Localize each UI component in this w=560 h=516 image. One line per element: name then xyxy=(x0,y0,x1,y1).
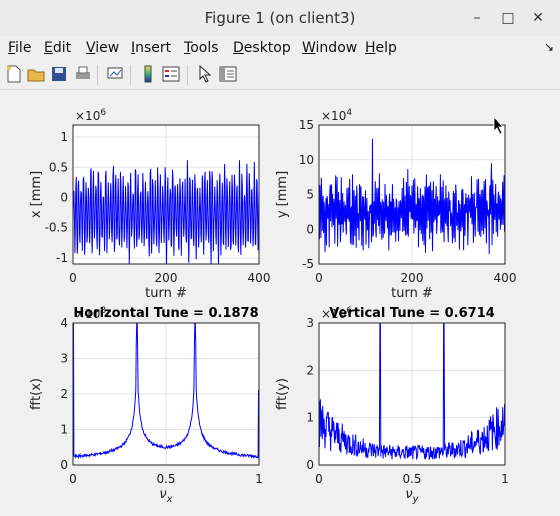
plot-3-ylabel: fft(y) xyxy=(275,378,290,410)
y-tick-label: 1 xyxy=(60,130,68,144)
menu-bar: File Edit View Insert Tools Desktop Wind… xyxy=(0,36,560,60)
property-editor-icon[interactable] xyxy=(219,65,237,83)
y-tick-label: 1 xyxy=(306,411,314,425)
menu-insert[interactable]: Insert xyxy=(131,40,172,56)
plot-3-title: Vertical Tune = 0.6714 xyxy=(329,306,495,321)
x-tick-label: 200 xyxy=(401,271,424,285)
y-tick-label: 3 xyxy=(60,352,68,366)
y-tick-label: 3 xyxy=(306,316,314,330)
minimize-button[interactable]: – xyxy=(473,10,481,26)
x-tick-label: 400 xyxy=(494,271,517,285)
toolbar xyxy=(0,61,560,90)
plot-3-series-line xyxy=(318,322,506,461)
plot-3-frame xyxy=(318,322,506,466)
maximize-button[interactable]: □ xyxy=(501,10,515,26)
menu-file[interactable]: File xyxy=(8,40,32,56)
title-bar: Figure 1 (on client3) – □ ✕ xyxy=(0,0,560,37)
plot-1-series-line xyxy=(318,138,506,255)
plot-2-exponent: ×108 xyxy=(75,306,106,321)
close-button[interactable]: ✕ xyxy=(532,10,544,26)
plot-1-exponent: ×104 xyxy=(321,108,352,123)
legend-icon[interactable] xyxy=(162,65,180,83)
mouse-cursor xyxy=(493,115,504,135)
x-tick-label: 0.5 xyxy=(156,472,175,486)
y-tick-label: -0.5 xyxy=(45,221,68,235)
menu-edit[interactable]: Edit xyxy=(44,40,72,56)
y-tick-label: 0.5 xyxy=(49,160,68,174)
plot-1-frame xyxy=(318,124,506,265)
x-tick-label: 1 xyxy=(501,472,509,486)
plot-3-exponent: ×106 xyxy=(321,306,352,321)
plot-0-exponent: ×106 xyxy=(75,108,106,123)
pointer-icon[interactable] xyxy=(196,65,214,83)
x-tick-label: 0.5 xyxy=(402,472,421,486)
y-tick-label: 0 xyxy=(60,458,68,472)
y-tick-label: 0 xyxy=(306,222,314,236)
plot-1-ylabel: y [mm] xyxy=(275,171,290,218)
menu-tools[interactable]: Tools xyxy=(184,40,219,56)
figure-canvas: 0 200 400 1 0.5 0 -0.5 -1 ×106 turn # x [mm] 0 200 40… xyxy=(0,90,560,512)
y-tick-label: -5 xyxy=(302,257,314,271)
y-tick-label: 10 xyxy=(299,153,314,167)
x-tick-label: 0 xyxy=(69,472,77,486)
x-tick-label: 1 xyxy=(255,472,263,486)
y-tick-label: 0 xyxy=(306,458,314,472)
x-tick-label: 0 xyxy=(315,271,323,285)
plot-0-frame xyxy=(72,124,260,265)
plot-0-ylabel: x [mm] xyxy=(29,171,44,218)
y-tick-label: 0 xyxy=(60,191,68,205)
x-tick-label: 0 xyxy=(69,271,77,285)
x-tick-label: 400 xyxy=(248,271,271,285)
colorbar-icon[interactable] xyxy=(139,65,157,83)
plot-2-series-line xyxy=(73,322,259,460)
window-title: Figure 1 (on client3) xyxy=(204,9,356,27)
plot-2-frame xyxy=(72,322,260,466)
plot-2-ylabel: fft(x) xyxy=(29,378,44,410)
menu-desktop[interactable]: Desktop xyxy=(233,40,291,56)
link-plot-icon[interactable] xyxy=(106,65,124,83)
y-tick-label: 5 xyxy=(306,188,314,202)
plot-2-xlabel: νx xyxy=(159,487,172,505)
plot-2-title: Horizontal Tune = 0.1878 xyxy=(73,306,258,321)
menu-help[interactable]: Help xyxy=(365,40,397,56)
menu-view[interactable]: View xyxy=(86,40,120,56)
save-icon[interactable] xyxy=(50,65,68,83)
plot-1-xlabel: turn # xyxy=(391,286,433,301)
y-tick-label: 2 xyxy=(60,387,68,401)
plot-3-xlabel: νy xyxy=(405,487,419,505)
y-tick-label: 15 xyxy=(299,118,314,132)
y-tick-label: 1 xyxy=(60,423,68,437)
dock-arrow-icon[interactable]: ↘ xyxy=(544,40,555,54)
plot-0-xlabel: turn # xyxy=(145,286,187,301)
menu-window[interactable]: Window xyxy=(302,40,358,56)
open-icon[interactable] xyxy=(27,65,45,83)
print-icon[interactable] xyxy=(74,65,92,83)
new-figure-icon[interactable] xyxy=(5,65,23,83)
y-tick-label: -1 xyxy=(56,251,68,265)
x-tick-label: 200 xyxy=(155,271,178,285)
plot-0-series-line xyxy=(72,160,260,265)
y-tick-label: 2 xyxy=(306,363,314,377)
y-tick-label: 4 xyxy=(60,316,68,330)
x-tick-label: 0 xyxy=(315,472,323,486)
